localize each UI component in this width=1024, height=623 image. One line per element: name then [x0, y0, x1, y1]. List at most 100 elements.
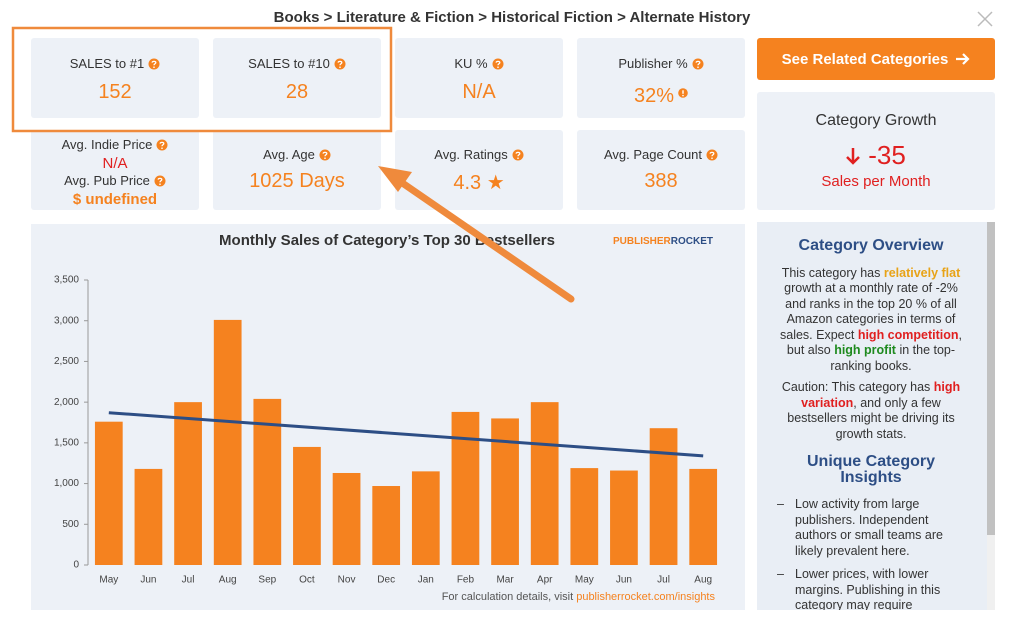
icon: [148, 58, 160, 73]
x-tick-label: Jun: [616, 575, 632, 586]
text: Avg. Age: [263, 147, 315, 162]
label: Publisher %: [577, 56, 745, 73]
label: Avg. Ratings: [395, 147, 563, 164]
label: Avg. Page Count: [577, 147, 745, 164]
close-button[interactable]: [977, 11, 993, 27]
y-tick-label: 1,500: [54, 437, 79, 448]
bar: [372, 486, 401, 565]
help-icon[interactable]: [492, 58, 504, 70]
footnote-link[interactable]: publisherrocket.com/insights: [576, 591, 715, 603]
metric-card: KU % N/A: [395, 38, 563, 118]
overview-title: Category Overview: [798, 237, 944, 254]
bar: [530, 402, 559, 565]
bar: [411, 471, 440, 565]
help-icon[interactable]: [156, 139, 168, 151]
text: -35: [868, 140, 906, 170]
y-tick-label: 0: [73, 560, 79, 571]
growth-value: -35: [757, 140, 995, 171]
bar: [213, 319, 242, 565]
text: SALES to #1: [69, 56, 145, 71]
bar: [134, 468, 163, 565]
label: Avg. Indie Price: [31, 136, 199, 155]
title: Category Growth: [815, 112, 937, 129]
y-tick-label: 1,000: [54, 478, 79, 489]
x-tick-label: Nov: [338, 575, 356, 586]
icon: [319, 149, 331, 164]
help-icon[interactable]: [319, 149, 331, 161]
text: Caution: This category has: [781, 380, 934, 394]
paragraph: This category has relatively flat growth…: [775, 266, 967, 375]
logo-part: PUBLISHER: [613, 236, 672, 247]
help-icon[interactable]: [692, 58, 704, 70]
insight: Lower prices, with lower margins. Publis…: [777, 567, 967, 610]
y-tick-label: 500: [62, 519, 79, 530]
text: See Related Categories: [781, 50, 949, 68]
paragraph: Caution: This category has high variatio…: [775, 380, 967, 442]
growth-card: Category Growth -35 Sales per Month: [757, 92, 995, 210]
bar: [689, 468, 718, 565]
value: $ undefined: [72, 191, 158, 208]
footnote: For calculation details, visit publisher…: [442, 591, 716, 603]
text: Avg. Pub Price: [64, 173, 150, 188]
metric-card: SALES to #1 152: [31, 38, 199, 118]
x-tick-label: May: [575, 575, 594, 586]
icon: [678, 81, 688, 104]
y-tick-label: 2,500: [54, 356, 79, 367]
highlight: high variation: [801, 380, 961, 410]
text: Publisher %: [618, 56, 688, 71]
metric-card: Avg. Page Count 388: [577, 130, 745, 210]
x-tick-label: Aug: [219, 575, 237, 586]
x-tick-label: Oct: [299, 575, 315, 586]
bar: [649, 428, 678, 565]
help-icon[interactable]: [148, 58, 160, 70]
bar: [451, 411, 480, 565]
value: 4.3 ★: [453, 172, 505, 194]
text: Avg. Ratings: [434, 147, 508, 162]
y-tick-label: 2,000: [54, 397, 79, 408]
text: KU %: [454, 56, 488, 71]
icon: [492, 58, 504, 73]
metric-card: SALES to #10 28: [213, 38, 381, 118]
icon: [334, 58, 346, 73]
text: 152: [98, 81, 132, 103]
x-tick-label: Mar: [496, 575, 514, 586]
y-tick-label: 3,500: [54, 275, 79, 286]
scrollbar-thumb[interactable]: [987, 222, 995, 535]
x-tick-label: Dec: [377, 575, 395, 586]
value: 32%: [577, 81, 745, 108]
x-tick-label: Feb: [457, 575, 475, 586]
help-icon[interactable]: [154, 175, 166, 187]
icon: [154, 174, 166, 191]
x-tick-label: Jul: [182, 575, 195, 586]
footnote-text: For calculation details, visit: [442, 591, 577, 603]
logo-part: ROCKET: [671, 236, 713, 247]
x-tick-label: May: [99, 575, 118, 586]
help-icon[interactable]: [334, 58, 346, 70]
logo: PUBLISHERROCKET: [613, 236, 713, 247]
bar: [253, 398, 282, 565]
bar: [293, 446, 321, 565]
info-icon[interactable]: [678, 88, 688, 98]
text: , but also: [786, 327, 962, 358]
breadcrumb: Books > Literature & Fiction > Historica…: [273, 9, 751, 26]
icon: [706, 149, 718, 164]
bar: [570, 468, 599, 565]
related-button[interactable]: See Related Categories: [757, 38, 995, 80]
text: SALES to #10: [248, 56, 330, 71]
text: in the top-ranking books.: [830, 343, 956, 373]
insights-title: Unique Category Insights: [806, 453, 935, 486]
x-tick-label: Jul: [657, 575, 670, 586]
text: growth at a monthly rate of -2% and rank…: [780, 281, 958, 342]
text: This category has: [781, 265, 884, 280]
label: SALES to #10: [213, 56, 381, 73]
bar: [332, 472, 361, 565]
x-tick-label: Sep: [258, 575, 276, 586]
chart-title: Monthly Sales of Category’s Top 30 Bests…: [219, 232, 555, 249]
value: N/A: [395, 81, 563, 104]
help-icon[interactable]: [512, 149, 524, 161]
text: N/A: [462, 81, 496, 103]
metric-card: Publisher % 32%: [577, 38, 745, 118]
arrow-icon: [956, 53, 970, 65]
help-icon[interactable]: [706, 149, 718, 161]
